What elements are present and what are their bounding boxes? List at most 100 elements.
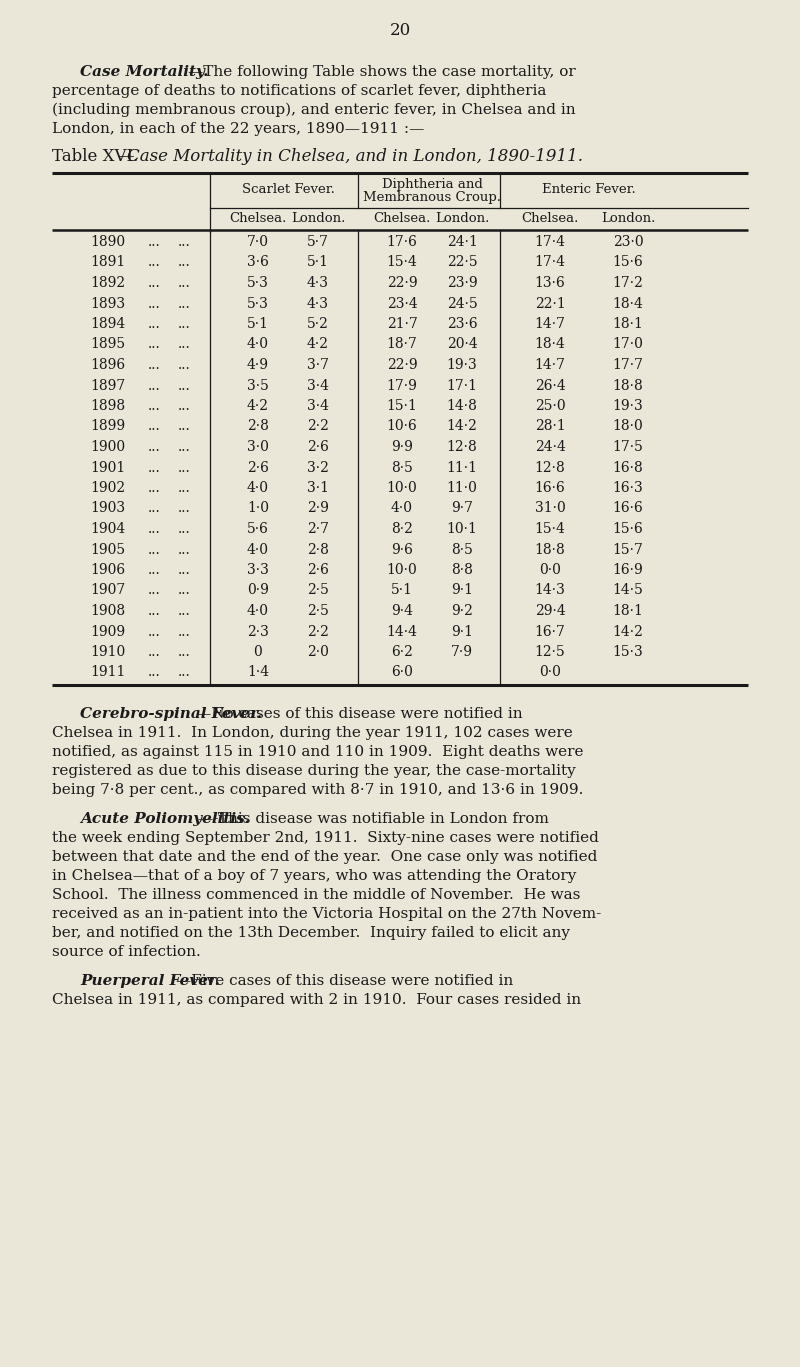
Text: 1900: 1900 <box>90 440 125 454</box>
Text: 2·7: 2·7 <box>307 522 329 536</box>
Text: 2·2: 2·2 <box>307 420 329 433</box>
Text: 12·5: 12·5 <box>534 645 566 659</box>
Text: 18·8: 18·8 <box>534 543 566 556</box>
Text: 8·5: 8·5 <box>451 543 473 556</box>
Text: ...: ... <box>178 584 190 597</box>
Text: between that date and the end of the year.  One case only was notified: between that date and the end of the yea… <box>52 850 598 864</box>
Text: 10·0: 10·0 <box>386 481 418 495</box>
Text: notified, as against 115 in 1910 and 110 in 1909.  Eight deaths were: notified, as against 115 in 1910 and 110… <box>52 745 583 759</box>
Text: 2·5: 2·5 <box>307 584 329 597</box>
Text: ...: ... <box>178 481 190 495</box>
Text: Diphtheria and: Diphtheria and <box>382 178 482 191</box>
Text: 10·6: 10·6 <box>386 420 418 433</box>
Text: 15·6: 15·6 <box>613 522 643 536</box>
Text: 1905: 1905 <box>90 543 125 556</box>
Text: 0·9: 0·9 <box>247 584 269 597</box>
Text: 17·4: 17·4 <box>534 256 566 269</box>
Text: 4·0: 4·0 <box>247 604 269 618</box>
Text: 24·1: 24·1 <box>446 235 478 249</box>
Text: 2·6: 2·6 <box>307 563 329 577</box>
Text: 18·1: 18·1 <box>613 604 643 618</box>
Text: 23·6: 23·6 <box>446 317 478 331</box>
Text: 1890: 1890 <box>90 235 125 249</box>
Text: 5·3: 5·3 <box>247 276 269 290</box>
Text: 17·6: 17·6 <box>386 235 418 249</box>
Text: ...: ... <box>148 666 161 679</box>
Text: ...: ... <box>178 543 190 556</box>
Text: London.: London. <box>435 212 489 226</box>
Text: 5·1: 5·1 <box>307 256 329 269</box>
Text: 14·3: 14·3 <box>534 584 566 597</box>
Text: 1906: 1906 <box>90 563 125 577</box>
Text: 15·1: 15·1 <box>386 399 418 413</box>
Text: 3·2: 3·2 <box>307 461 329 474</box>
Text: 9·1: 9·1 <box>451 584 473 597</box>
Text: ...: ... <box>148 481 161 495</box>
Text: 14·2: 14·2 <box>446 420 478 433</box>
Text: ...: ... <box>148 625 161 638</box>
Text: 1907: 1907 <box>90 584 126 597</box>
Text: 17·1: 17·1 <box>446 379 478 392</box>
Text: Chelsea in 1911.  In London, during the year 1911, 102 cases were: Chelsea in 1911. In London, during the y… <box>52 726 573 740</box>
Text: 14·5: 14·5 <box>613 584 643 597</box>
Text: 2·5: 2·5 <box>307 604 329 618</box>
Text: 11·1: 11·1 <box>446 461 478 474</box>
Text: 17·4: 17·4 <box>534 235 566 249</box>
Text: ...: ... <box>148 563 161 577</box>
Text: ...: ... <box>148 399 161 413</box>
Text: 4·2: 4·2 <box>307 338 329 351</box>
Text: 16·9: 16·9 <box>613 563 643 577</box>
Text: being 7·8 per cent., as compared with 8·7 in 1910, and 13·6 in 1909.: being 7·8 per cent., as compared with 8·… <box>52 783 583 797</box>
Text: 7·9: 7·9 <box>451 645 473 659</box>
Text: School.  The illness commenced in the middle of November.  He was: School. The illness commenced in the mid… <box>52 889 580 902</box>
Text: 13·6: 13·6 <box>534 276 566 290</box>
Text: ...: ... <box>178 666 190 679</box>
Text: 2·6: 2·6 <box>247 461 269 474</box>
Text: Case Mortality.: Case Mortality. <box>80 66 208 79</box>
Text: ...: ... <box>178 440 190 454</box>
Text: 12·8: 12·8 <box>446 440 478 454</box>
Text: 1910: 1910 <box>90 645 126 659</box>
Text: 9·4: 9·4 <box>391 604 413 618</box>
Text: 15·7: 15·7 <box>613 543 643 556</box>
Text: ...: ... <box>178 522 190 536</box>
Text: London.: London. <box>601 212 655 226</box>
Text: ...: ... <box>148 604 161 618</box>
Text: 4·3: 4·3 <box>307 276 329 290</box>
Text: 10·1: 10·1 <box>446 522 478 536</box>
Text: 25·0: 25·0 <box>534 399 566 413</box>
Text: 18·7: 18·7 <box>386 338 418 351</box>
Text: ...: ... <box>178 645 190 659</box>
Text: source of infection.: source of infection. <box>52 945 201 960</box>
Text: 8·2: 8·2 <box>391 522 413 536</box>
Text: 26·4: 26·4 <box>534 379 566 392</box>
Text: 4·0: 4·0 <box>247 543 269 556</box>
Text: ...: ... <box>148 584 161 597</box>
Text: 18·1: 18·1 <box>613 317 643 331</box>
Text: 24·5: 24·5 <box>446 297 478 310</box>
Text: —Five cases of this disease were notified in: —Five cases of this disease were notifie… <box>176 975 514 988</box>
Text: 16·8: 16·8 <box>613 461 643 474</box>
Text: the week ending September 2nd, 1911.  Sixty-nine cases were notified: the week ending September 2nd, 1911. Six… <box>52 831 599 845</box>
Text: 1898: 1898 <box>90 399 125 413</box>
Text: —The following Table shows the case mortality, or: —The following Table shows the case mort… <box>188 66 576 79</box>
Text: Case Mortality in Chelsea, and in London, 1890-1911.: Case Mortality in Chelsea, and in London… <box>127 148 583 165</box>
Text: Puerperal Fever.: Puerperal Fever. <box>80 975 220 988</box>
Text: 14·4: 14·4 <box>386 625 418 638</box>
Text: 6·2: 6·2 <box>391 645 413 659</box>
Text: ...: ... <box>178 256 190 269</box>
Text: 3·3: 3·3 <box>247 563 269 577</box>
Text: 28·1: 28·1 <box>534 420 566 433</box>
Text: 9·1: 9·1 <box>451 625 473 638</box>
Text: 6·0: 6·0 <box>391 666 413 679</box>
Text: 19·3: 19·3 <box>446 358 478 372</box>
Text: 1901: 1901 <box>90 461 126 474</box>
Text: ...: ... <box>148 379 161 392</box>
Text: 17·0: 17·0 <box>613 338 643 351</box>
Text: 1·0: 1·0 <box>247 502 269 515</box>
Text: 3·4: 3·4 <box>307 379 329 392</box>
Text: 18·4: 18·4 <box>613 297 643 310</box>
Text: 14·8: 14·8 <box>446 399 478 413</box>
Text: 4·3: 4·3 <box>307 297 329 310</box>
Text: 1894: 1894 <box>90 317 126 331</box>
